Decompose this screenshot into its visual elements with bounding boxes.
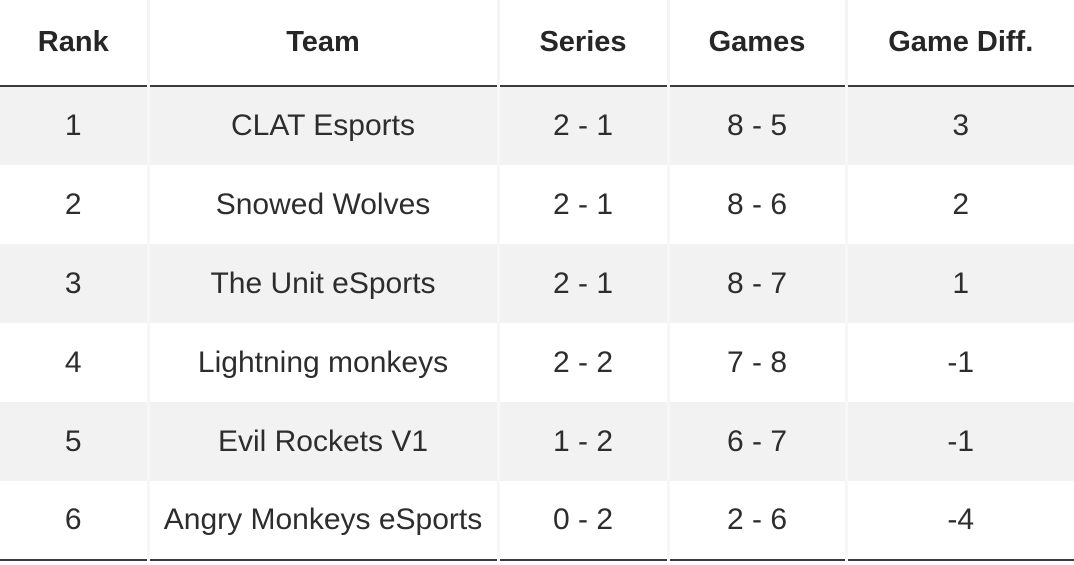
rank-cell: 4 bbox=[0, 323, 150, 402]
series-cell: 2 - 1 bbox=[498, 165, 670, 244]
table-row: 4 Lightning monkeys 2 - 2 7 - 8 -1 bbox=[0, 323, 1074, 402]
games-cell: 8 - 6 bbox=[668, 165, 848, 244]
team-cell: Angry Monkeys eSports bbox=[148, 481, 500, 561]
table-row: 2 Snowed Wolves 2 - 1 8 - 6 2 bbox=[0, 165, 1074, 244]
header-rank[interactable]: Rank bbox=[0, 0, 150, 87]
header-team[interactable]: Team bbox=[148, 0, 500, 87]
table-row: 1 CLAT Esports 2 - 1 8 - 5 3 bbox=[0, 86, 1074, 165]
game-diff-cell: -4 bbox=[846, 481, 1074, 561]
rank-cell: 6 bbox=[0, 481, 150, 561]
rank-cell: 5 bbox=[0, 402, 150, 481]
rank-cell: 3 bbox=[0, 244, 150, 323]
games-cell: 8 - 5 bbox=[668, 86, 848, 165]
games-cell: 6 - 7 bbox=[668, 402, 848, 481]
table-row: 5 Evil Rockets V1 1 - 2 6 - 7 -1 bbox=[0, 402, 1074, 481]
game-diff-cell: -1 bbox=[947, 424, 975, 458]
team-cell: CLAT Esports bbox=[148, 86, 500, 165]
team-cell: The Unit eSports bbox=[148, 244, 500, 323]
games-cell: 2 - 6 bbox=[668, 481, 848, 561]
game-diff-cell: -1 bbox=[947, 345, 975, 379]
series-cell: 1 - 2 bbox=[498, 402, 670, 481]
team-cell: Evil Rockets V1 bbox=[148, 402, 500, 481]
team-cell: Snowed Wolves bbox=[148, 165, 500, 244]
games-cell: 7 - 8 bbox=[668, 323, 848, 402]
games-cell: 8 - 7 bbox=[668, 244, 848, 323]
header-game-diff[interactable]: Game Diff. bbox=[846, 0, 1074, 87]
team-cell: Lightning monkeys bbox=[148, 323, 500, 402]
table-body: 1 CLAT Esports 2 - 1 8 - 5 3 2 Snowed Wo… bbox=[0, 86, 1074, 561]
series-cell: 2 - 1 bbox=[498, 244, 670, 323]
series-cell: 0 - 2 bbox=[498, 481, 670, 561]
game-diff-cell: 1 bbox=[952, 266, 970, 300]
header-series[interactable]: Series bbox=[498, 0, 670, 87]
header-games[interactable]: Games bbox=[668, 0, 848, 87]
game-diff-cell: 2 bbox=[952, 187, 970, 221]
header-row: Rank Team Series Games Game Diff. bbox=[0, 0, 1074, 87]
table-row: 6 Angry Monkeys eSports 0 - 2 2 - 6 -4 bbox=[0, 481, 1074, 561]
series-cell: 2 - 2 bbox=[498, 323, 670, 402]
table-header: Rank Team Series Games Game Diff. bbox=[0, 0, 1074, 87]
rank-cell: 1 bbox=[0, 86, 150, 165]
series-cell: 2 - 1 bbox=[498, 86, 670, 165]
rank-cell: 2 bbox=[0, 165, 150, 244]
game-diff-cell: 3 bbox=[952, 109, 970, 142]
table-row: 3 The Unit eSports 2 - 1 8 - 7 1 bbox=[0, 244, 1074, 323]
